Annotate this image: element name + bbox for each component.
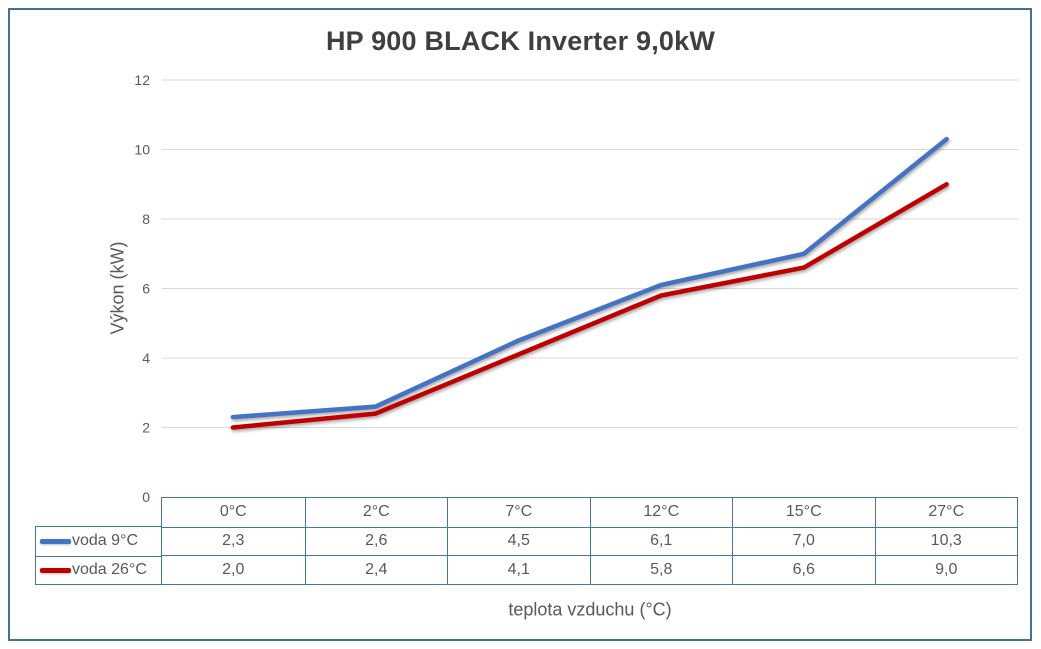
legend-label: voda 26°C [72,561,147,579]
legend-label: voda 9°C [72,532,138,550]
series-line-0 [230,136,949,420]
data-table: 0°C 2°C 7°C 12°C 15°C 27°C 2,3 2,6 4,5 6,1 7,0 10,3… [161,497,1018,585]
y-tick-label: 4 [142,350,150,366]
table-value-cell: 7,0 [732,526,875,556]
table-value-cell: 6,1 [589,526,732,556]
table-value-cell: 4,1 [447,555,590,584]
legend-item: voda 26°C [36,555,162,585]
table-header-cell: 2°C [304,498,448,527]
table-header-cell: 0°C [219,503,247,521]
table-value-cell: 2,0 [162,555,305,584]
table-value-cell: 4,5 [447,526,590,556]
table-header-cell: 7°C [447,498,590,527]
x-axis-title: teplota vzduchu (°C) [508,599,672,620]
table-header-cell: 15°C [732,498,875,527]
table-value-cell: 9,0 [874,555,1017,584]
y-tick-label: 0 [142,489,150,505]
table-row: 0°C 2°C 7°C 12°C 15°C 27°C [162,498,1017,527]
y-tick-label: 12 [134,72,150,88]
y-tick-label: 10 [134,142,150,158]
y-tick-label: 8 [142,211,150,227]
table-header-cell: 12°C [589,498,733,527]
y-tick-label: 2 [142,420,150,436]
table-value-cell: 2,6 [304,526,447,556]
legend-line-swatch [40,567,71,573]
table-row: 2,0 2,4 4,1 5,8 6,6 9,0 [162,555,1017,584]
legend-item: voda 9°C [36,527,162,556]
table-value-cell: 10,3 [874,526,1017,556]
y-tick-label: 6 [142,281,150,297]
table-value-cell: 6,6 [732,555,875,584]
legend-table: voda 9°C voda 26°C [35,526,162,585]
series-line-1 [230,182,949,430]
table-value-cell: 5,8 [589,555,732,584]
table-header-cell: 27°C [874,498,1018,527]
table-row: 2,3 2,6 4,5 6,1 7,0 10,3 [162,526,1017,556]
legend-line-swatch [40,538,71,544]
chart-title: HP 900 BLACK Inverter 9,0kW [325,26,716,56]
table-value-cell: 2,3 [162,526,305,556]
table-value-cell: 2,4 [304,555,447,584]
